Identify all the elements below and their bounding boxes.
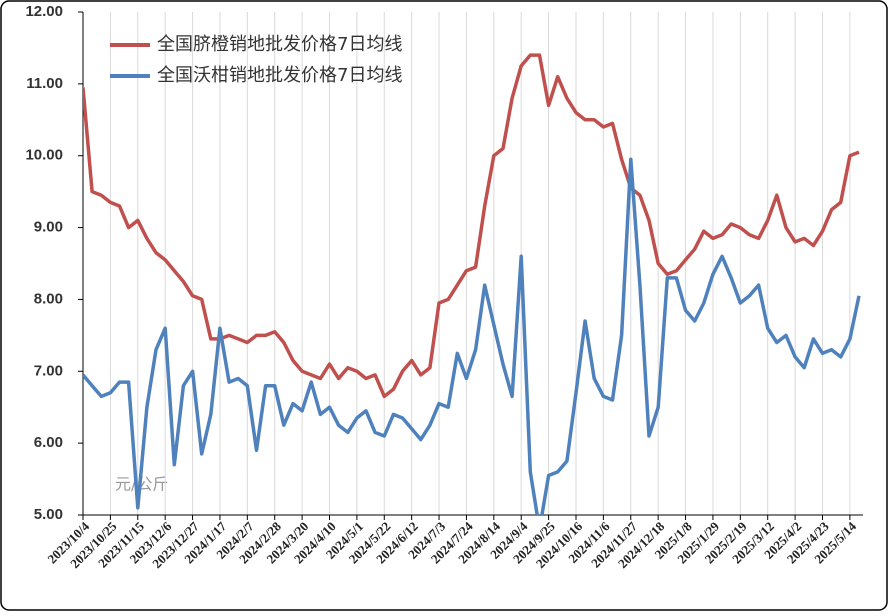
legend-label: 全国沃柑销地批发价格7日均线 [157,65,402,86]
y-tick-label: 10.00 [25,147,63,164]
y-tick-label: 11.00 [26,75,63,92]
y-tick-label: 12.00 [25,3,63,20]
y-tick-label: 9.00 [34,219,63,236]
y-tick-label: 6.00 [34,434,63,451]
y-tick-label: 7.00 [34,362,63,379]
data-line [83,53,860,399]
legend-label: 全国脐橙销地批发价格7日均线 [157,34,402,55]
y-tick-label: 8.00 [34,290,63,307]
data-line [83,157,861,515]
y-tick-label: 5.00 [34,506,63,523]
plot-area [83,53,861,515]
